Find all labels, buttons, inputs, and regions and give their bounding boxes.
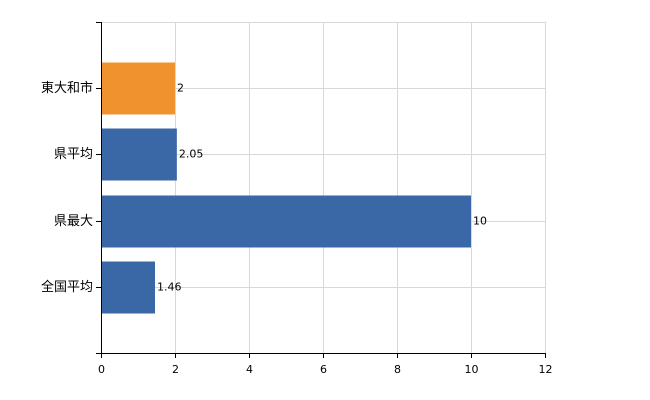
- x-tick-label: 6: [320, 363, 327, 376]
- value-label: 2.05: [179, 148, 204, 161]
- x-tick-label: 10: [465, 363, 479, 376]
- x-tick-label: 0: [98, 363, 105, 376]
- x-tick-label: 4: [246, 363, 253, 376]
- y-tick-label: 全国平均: [41, 279, 93, 295]
- value-label: 1.46: [157, 281, 182, 294]
- y-tick-label: 東大和市: [41, 80, 93, 96]
- value-label: 10: [473, 215, 487, 228]
- bar: [101, 261, 156, 314]
- value-label: 2: [177, 82, 184, 95]
- bar: [101, 62, 175, 115]
- x-tick-label: 8: [394, 363, 401, 376]
- bar: [101, 128, 177, 181]
- y-tick-label: 県最大: [54, 214, 93, 229]
- y-tick-label: 県平均: [54, 147, 93, 162]
- x-tick-label: 12: [539, 363, 553, 376]
- bar: [101, 195, 471, 248]
- x-tick-label: 2: [172, 363, 179, 376]
